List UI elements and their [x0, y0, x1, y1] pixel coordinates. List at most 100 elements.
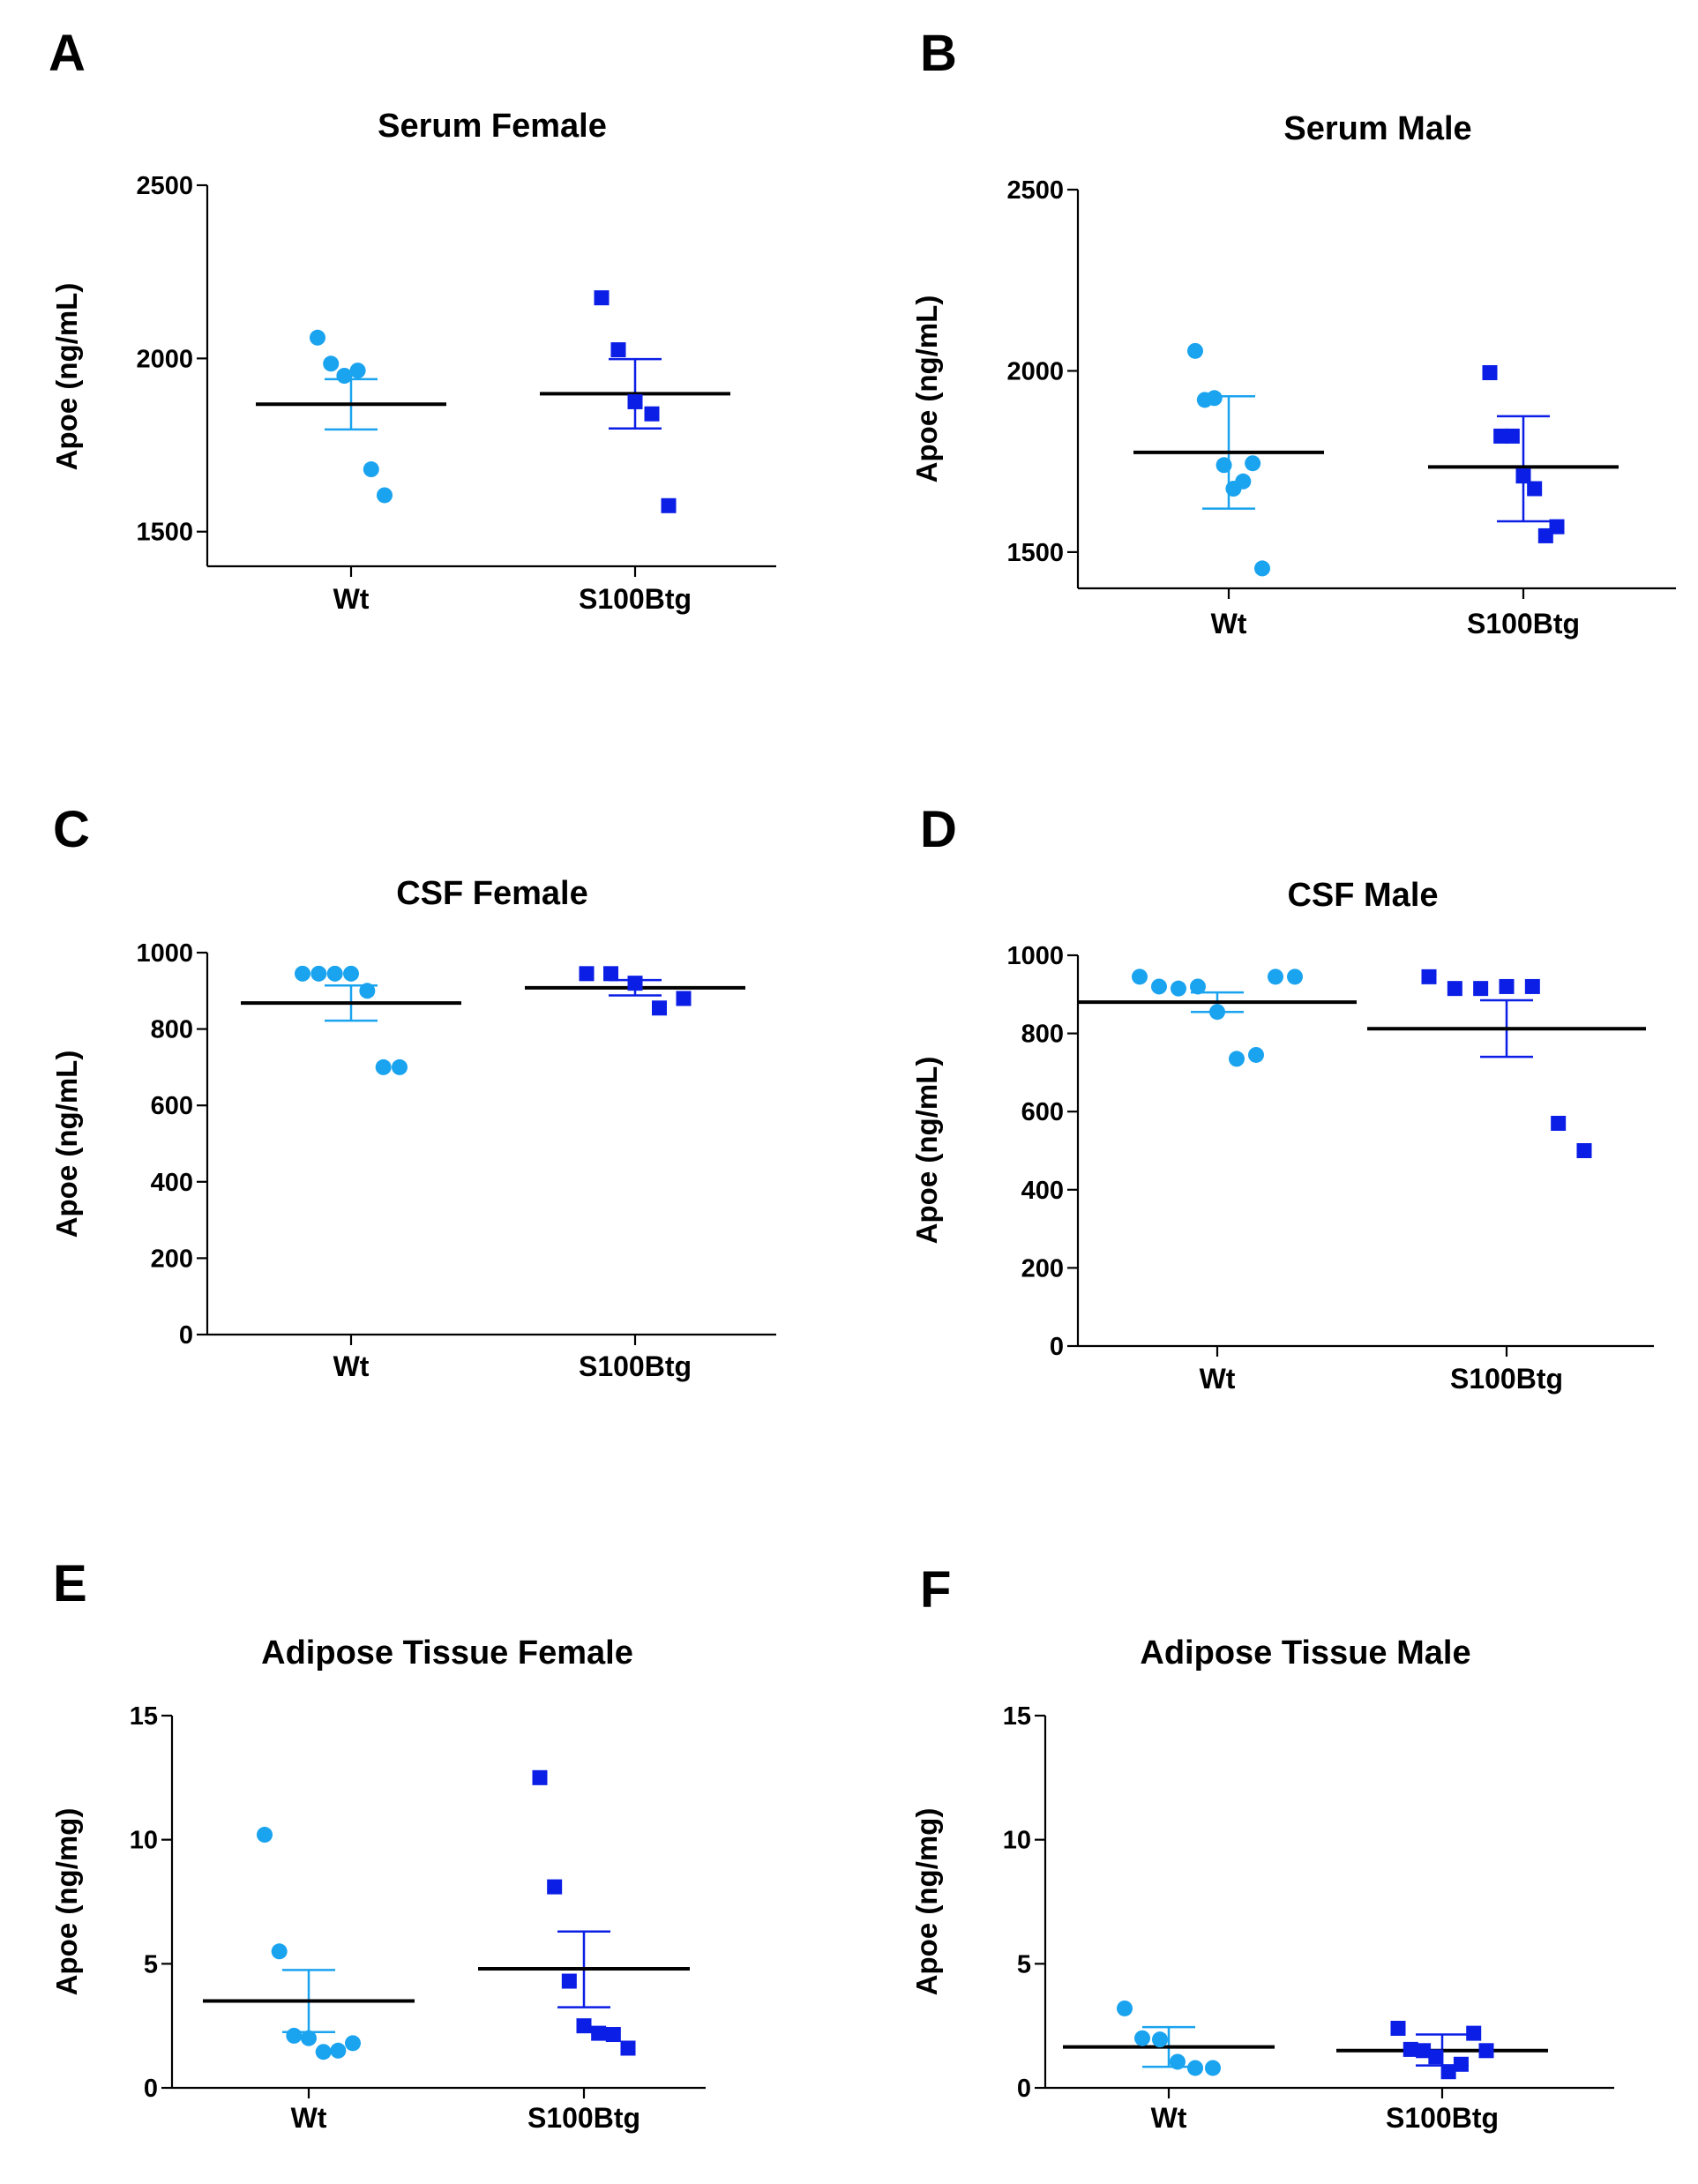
- y-tick-label: 10: [130, 1827, 158, 1855]
- data-point: [1482, 365, 1498, 381]
- data-point: [627, 976, 643, 991]
- x-tick-label: Wt: [291, 2102, 327, 2134]
- panel-letter: C: [53, 801, 90, 858]
- y-tick-label: 0: [179, 1321, 193, 1350]
- data-point: [579, 966, 595, 982]
- data-point: [591, 2025, 607, 2041]
- data-point: [326, 965, 343, 982]
- data-point: [345, 2035, 361, 2052]
- data-point: [1235, 473, 1252, 490]
- y-tick-label: 1000: [1006, 942, 1064, 970]
- y-tick-label: 5: [1017, 1950, 1031, 1978]
- data-point: [1416, 2043, 1432, 2059]
- panel-letter: B: [920, 25, 957, 82]
- y-axis-label: Apoe (ng/mg): [910, 1808, 943, 1996]
- data-point: [1117, 2000, 1133, 2016]
- data-point: [377, 487, 393, 504]
- data-point: [392, 1058, 408, 1075]
- data-point: [1390, 2020, 1406, 2036]
- data-point: [1229, 1051, 1245, 1067]
- data-point: [605, 2027, 621, 2043]
- x-tick-label: S100Btg: [1450, 1363, 1563, 1395]
- data-point: [1515, 468, 1531, 484]
- chart-title: CSF Male: [1287, 877, 1438, 914]
- data-point: [349, 363, 366, 379]
- y-tick-label: 600: [1021, 1098, 1064, 1126]
- panel-letter: E: [53, 1555, 87, 1612]
- data-point: [644, 406, 660, 422]
- x-tick-label: Wt: [1211, 608, 1247, 639]
- data-point: [310, 329, 325, 346]
- data-point: [1216, 457, 1232, 474]
- data-point: [363, 461, 379, 478]
- data-point: [1499, 978, 1515, 994]
- y-tick-label: 400: [151, 1169, 193, 1197]
- data-point: [1132, 969, 1148, 985]
- y-tick-label: 200: [1021, 1254, 1064, 1283]
- y-axis-label: Apoe (ng/mL): [50, 283, 83, 471]
- x-tick-label: Wt: [333, 1350, 370, 1382]
- x-tick-label: S100Btg: [1386, 2102, 1499, 2134]
- panel-c: C CSF Female Apoe (ng/mL) 0 200 400 600 800 1000…: [50, 801, 776, 1382]
- data-point: [1440, 2064, 1456, 2080]
- data-point: [1134, 2030, 1150, 2046]
- data-point: [610, 342, 626, 358]
- data-point: [310, 965, 327, 982]
- x-tick-label: S100Btg: [1467, 608, 1580, 639]
- panel-a: A Serum Female Apoe (ng/mL) 1500 2000 2500 Wt S…: [49, 25, 776, 615]
- data-point: [301, 2030, 317, 2046]
- data-point: [1248, 1046, 1264, 1063]
- y-tick-label: 15: [130, 1702, 158, 1731]
- panel-letter: F: [920, 1561, 951, 1619]
- data-point: [1576, 1143, 1592, 1158]
- x-tick-label: Wt: [333, 583, 370, 615]
- data-point: [286, 2027, 303, 2044]
- data-point: [1428, 2049, 1444, 2065]
- data-point: [1287, 969, 1303, 985]
- data-point: [1254, 560, 1270, 577]
- data-point: [295, 965, 310, 982]
- data-point: [1151, 978, 1167, 995]
- data-point: [676, 991, 692, 1006]
- x-tick-label: Wt: [1151, 2102, 1187, 2134]
- data-point: [561, 1973, 577, 1989]
- panel-letter: A: [49, 25, 86, 82]
- data-point: [620, 2040, 636, 2056]
- y-tick-label: 10: [1003, 1827, 1031, 1855]
- x-tick-label: S100Btg: [579, 583, 692, 615]
- data-point: [576, 2018, 592, 2034]
- data-point: [1268, 969, 1283, 985]
- x-tick-label: Wt: [1200, 1363, 1236, 1395]
- panel-e: E Adipose Tissue Female Apoe (ng/mg) 0 5 10 15…: [50, 1555, 706, 2134]
- panel-b: B Serum Male Apoe (ng/mL) 1500 2000 2500 Wt S10…: [910, 25, 1676, 639]
- data-point: [1209, 1004, 1225, 1021]
- chart-title: Serum Male: [1283, 110, 1471, 147]
- data-point: [1171, 980, 1186, 997]
- data-point: [1473, 981, 1489, 997]
- data-point: [1170, 2053, 1186, 2070]
- y-axis-label: Apoe (ng/mg): [50, 1808, 83, 1996]
- data-point: [1190, 978, 1206, 995]
- data-point: [359, 983, 376, 999]
- panel-letter: D: [920, 801, 957, 858]
- data-point: [1152, 2031, 1168, 2048]
- data-point: [1524, 978, 1540, 994]
- data-point: [1403, 2041, 1418, 2057]
- data-point: [1447, 981, 1462, 997]
- data-point: [1421, 969, 1437, 984]
- y-tick-label: 2500: [136, 172, 193, 200]
- y-tick-label: 0: [144, 2075, 158, 2103]
- y-tick-label: 1000: [136, 939, 193, 968]
- y-tick-label: 2500: [1006, 176, 1064, 205]
- data-point: [661, 497, 677, 513]
- y-tick-label: 2000: [136, 345, 193, 373]
- x-tick-label: S100Btg: [579, 1350, 692, 1382]
- chart-title: CSF Female: [396, 875, 588, 912]
- data-point: [594, 290, 610, 306]
- data-point: [336, 368, 353, 384]
- y-axis-label: Apoe (ng/mL): [50, 1051, 83, 1238]
- data-point: [532, 1769, 548, 1785]
- y-axis-label: Apoe (ng/mL): [910, 1057, 943, 1245]
- data-point: [257, 1827, 273, 1844]
